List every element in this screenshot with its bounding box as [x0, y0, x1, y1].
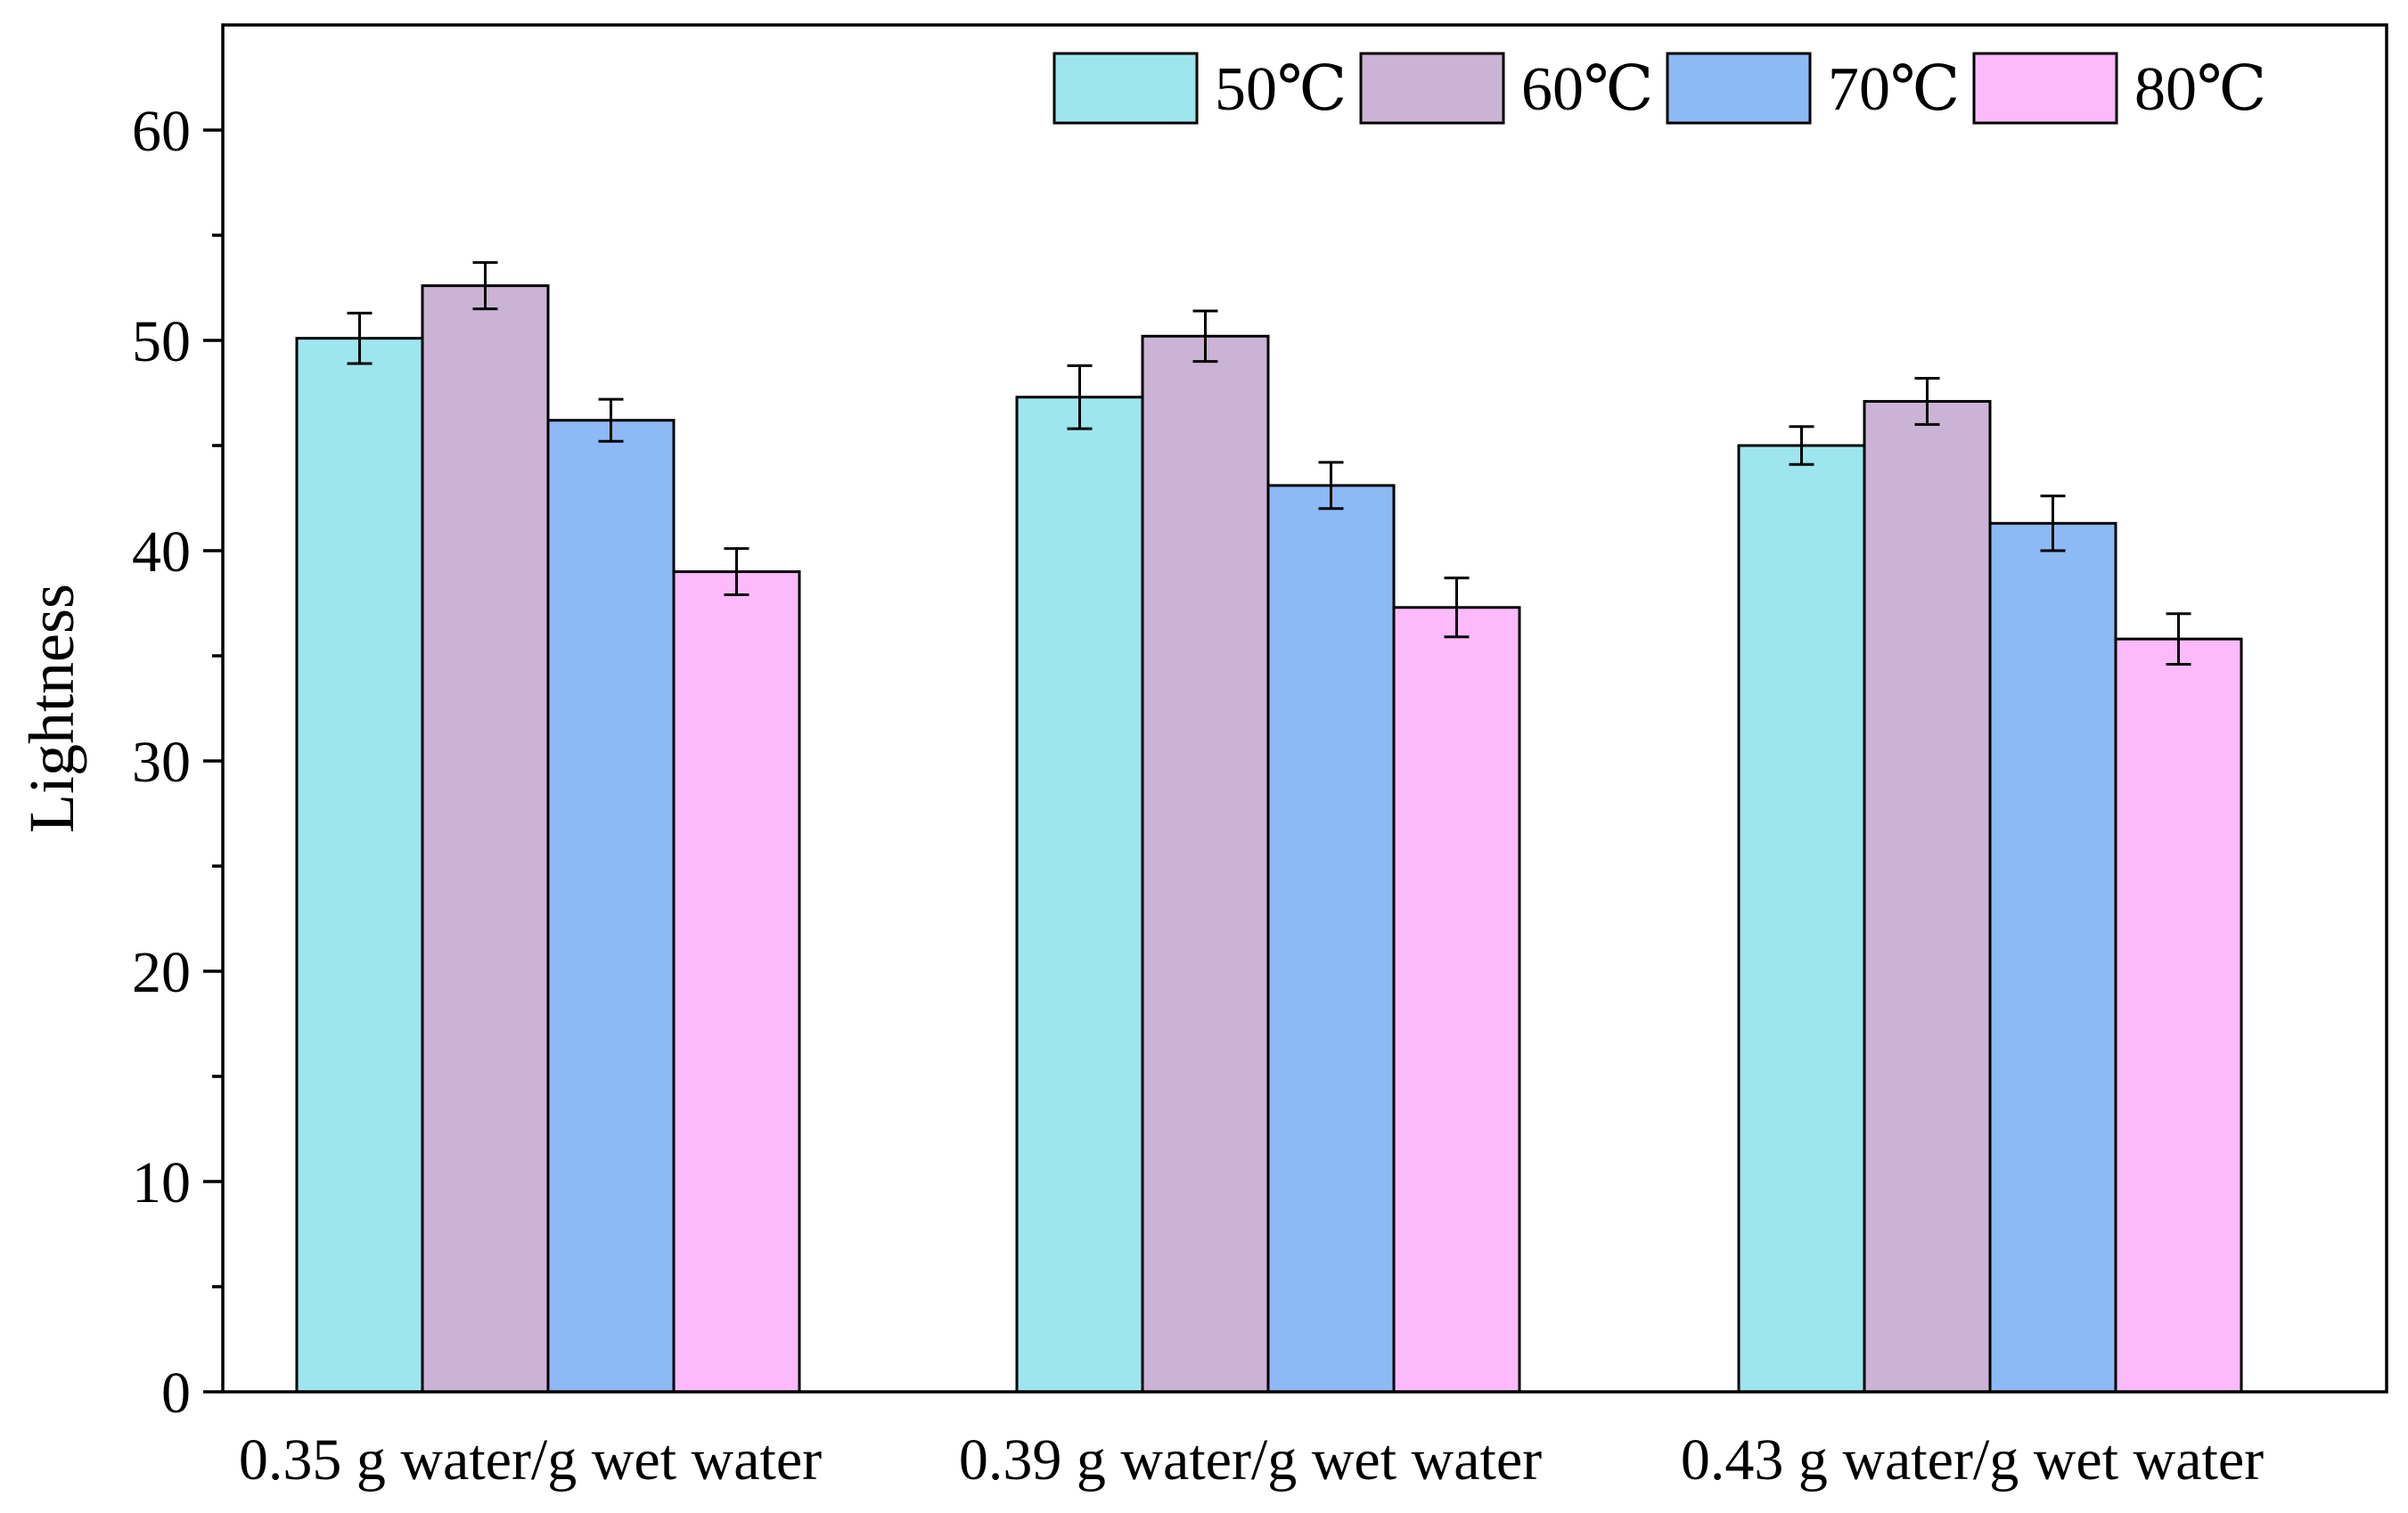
- error-bar-1-3: [1789, 425, 1814, 466]
- error-bar-3-1: [598, 397, 624, 443]
- error-bar-4-3: [2166, 612, 2191, 666]
- error-bar-3-3: [2040, 495, 2066, 552]
- y-tick-label: 20: [132, 940, 191, 1005]
- bar-4-3: [2114, 637, 2243, 1394]
- x-category-label: 0.43 g water/g wet water: [1681, 1427, 2264, 1493]
- legend-swatch-4: [1972, 52, 2118, 125]
- error-bar-2-3: [1914, 376, 1940, 426]
- legend-label-1: 50℃: [1215, 55, 1347, 124]
- bars-layer: [295, 261, 2243, 1394]
- legend-swatch-2: [1359, 52, 1505, 125]
- x-category-label: 0.35 g water/g wet water: [239, 1427, 822, 1493]
- bar-3-2: [1266, 484, 1396, 1394]
- y-tick-label: 30: [132, 730, 191, 795]
- y-tick-label: 50: [132, 309, 191, 374]
- error-bar-3-2: [1318, 461, 1344, 511]
- legend-label-4: 80℃: [2134, 55, 2266, 124]
- y-tick-label: 60: [132, 99, 191, 164]
- bar-2-1: [421, 284, 550, 1394]
- bar-3-1: [546, 419, 676, 1394]
- y-tick-label: 0: [161, 1361, 191, 1426]
- axes-layer: 0 10 20 30 40 50 60 0.35 g water/g wet water 0.3…: [132, 23, 2388, 1493]
- error-bar-2-2: [1192, 309, 1218, 364]
- error-bar-4-1: [724, 547, 749, 597]
- bar-4-2: [1392, 606, 1521, 1394]
- error-bar-4-2: [1444, 577, 1470, 639]
- y-tick-label: 40: [132, 519, 191, 585]
- legend-label-3: 70℃: [1828, 55, 1960, 124]
- legend: 50℃ 60℃ 70℃ 80℃: [1052, 52, 2266, 125]
- x-category-label: 0.39 g water/g wet water: [959, 1427, 1542, 1493]
- bar-1-1: [295, 337, 424, 1394]
- bar-2-2: [1141, 334, 1270, 1394]
- bar-4-1: [672, 570, 801, 1394]
- bar-2-3: [1863, 399, 1992, 1394]
- y-tick-label: 10: [132, 1150, 191, 1215]
- error-bar-2-1: [472, 261, 498, 311]
- legend-swatch-1: [1052, 52, 1199, 125]
- legend-label-2: 60℃: [1521, 55, 1653, 124]
- y-axis-title: Lightness: [16, 584, 87, 833]
- plot-frame: [221, 23, 2388, 1394]
- bar-1-3: [1737, 444, 1866, 1394]
- error-bar-1-2: [1067, 364, 1093, 430]
- legend-swatch-3: [1666, 52, 1812, 125]
- error-bar-1-1: [347, 311, 373, 365]
- bar-1-2: [1015, 396, 1144, 1394]
- bar-3-3: [1988, 521, 2117, 1394]
